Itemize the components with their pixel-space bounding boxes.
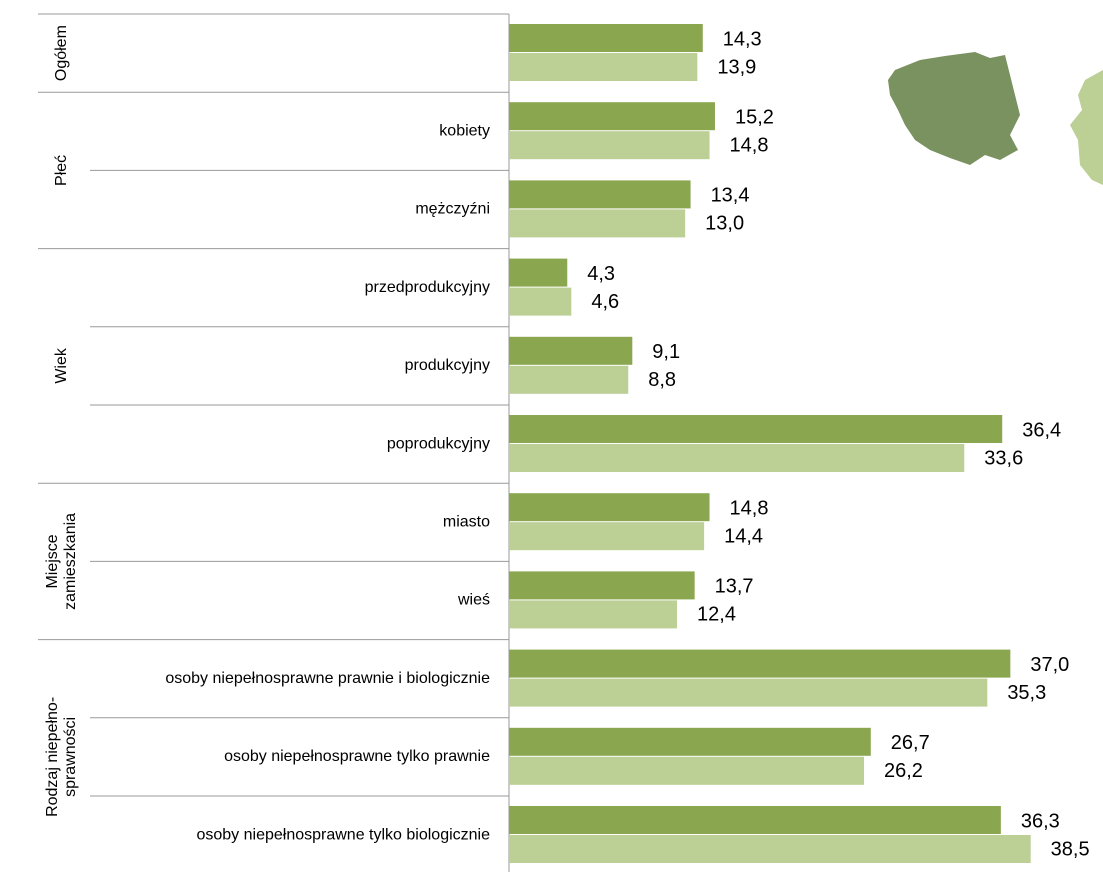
bar (509, 600, 678, 629)
value-label: 36,4 (1022, 419, 1061, 441)
value-label: 26,2 (884, 760, 923, 782)
bar (509, 24, 703, 52)
group-label: Miejsce (44, 534, 61, 588)
value-label: 13,9 (717, 56, 756, 78)
value-label: 38,5 (1051, 838, 1090, 860)
group-label: sprawności (62, 717, 79, 797)
bar (509, 180, 691, 209)
bar (509, 678, 988, 707)
group-label: Płeć (53, 155, 70, 186)
bar (509, 835, 1031, 863)
bar (509, 649, 1011, 678)
value-label: 26,7 (891, 732, 930, 754)
map-poland (888, 52, 1020, 165)
value-label: 8,8 (648, 369, 676, 391)
bar (509, 522, 705, 551)
category-label: osoby niepełnosprawne tylko biologicznie (196, 826, 490, 843)
bar (509, 493, 710, 522)
value-label: 14,3 (723, 28, 762, 50)
value-label: 15,2 (735, 106, 774, 128)
category-label: poprodukcyjny (387, 435, 490, 452)
map-icons (888, 52, 1103, 185)
group-label: Rodzaj niepełno- (44, 697, 61, 817)
category-label: miasto (443, 514, 490, 531)
category-label: wieś (457, 592, 490, 609)
value-label: 4,3 (587, 263, 615, 285)
category-label: kobiety (439, 123, 490, 140)
bar (509, 336, 633, 365)
value-label: 13,0 (705, 213, 744, 235)
value-label: 35,3 (1007, 682, 1046, 704)
value-label: 33,6 (984, 447, 1023, 469)
value-label: 12,4 (697, 604, 736, 626)
bar (509, 365, 629, 394)
value-label: 9,1 (652, 341, 680, 363)
bar (509, 102, 715, 131)
bar (509, 415, 1003, 443)
value-label: 14,4 (724, 525, 763, 547)
bar (509, 209, 686, 238)
category-label: produkcyjny (405, 357, 490, 374)
category-label: osoby niepełnosprawne tylko prawnie (224, 748, 490, 765)
value-label: 14,8 (730, 497, 769, 519)
map-region (1070, 70, 1103, 185)
bar (509, 806, 1001, 834)
value-label: 4,6 (591, 291, 619, 313)
value-label: 13,7 (715, 576, 754, 598)
group-label: zamieszkania (62, 513, 79, 610)
value-label: 37,0 (1030, 654, 1069, 676)
value-label: 13,4 (711, 185, 750, 207)
value-label: 14,8 (730, 134, 769, 156)
bar (509, 53, 698, 81)
group-label: Ogółem (53, 25, 70, 81)
bar (509, 756, 865, 785)
category-label: przedprodukcyjny (365, 279, 490, 296)
bar (509, 444, 965, 472)
category-label: mężczyźni (415, 201, 490, 218)
bar (509, 571, 695, 600)
bar (509, 287, 572, 316)
bar (509, 131, 710, 160)
group-label: Wiek (53, 347, 70, 384)
category-label: osoby niepełnosprawne prawnie i biologic… (165, 670, 490, 687)
bar (509, 727, 871, 756)
value-label: 36,3 (1021, 810, 1060, 832)
bar (509, 258, 568, 287)
